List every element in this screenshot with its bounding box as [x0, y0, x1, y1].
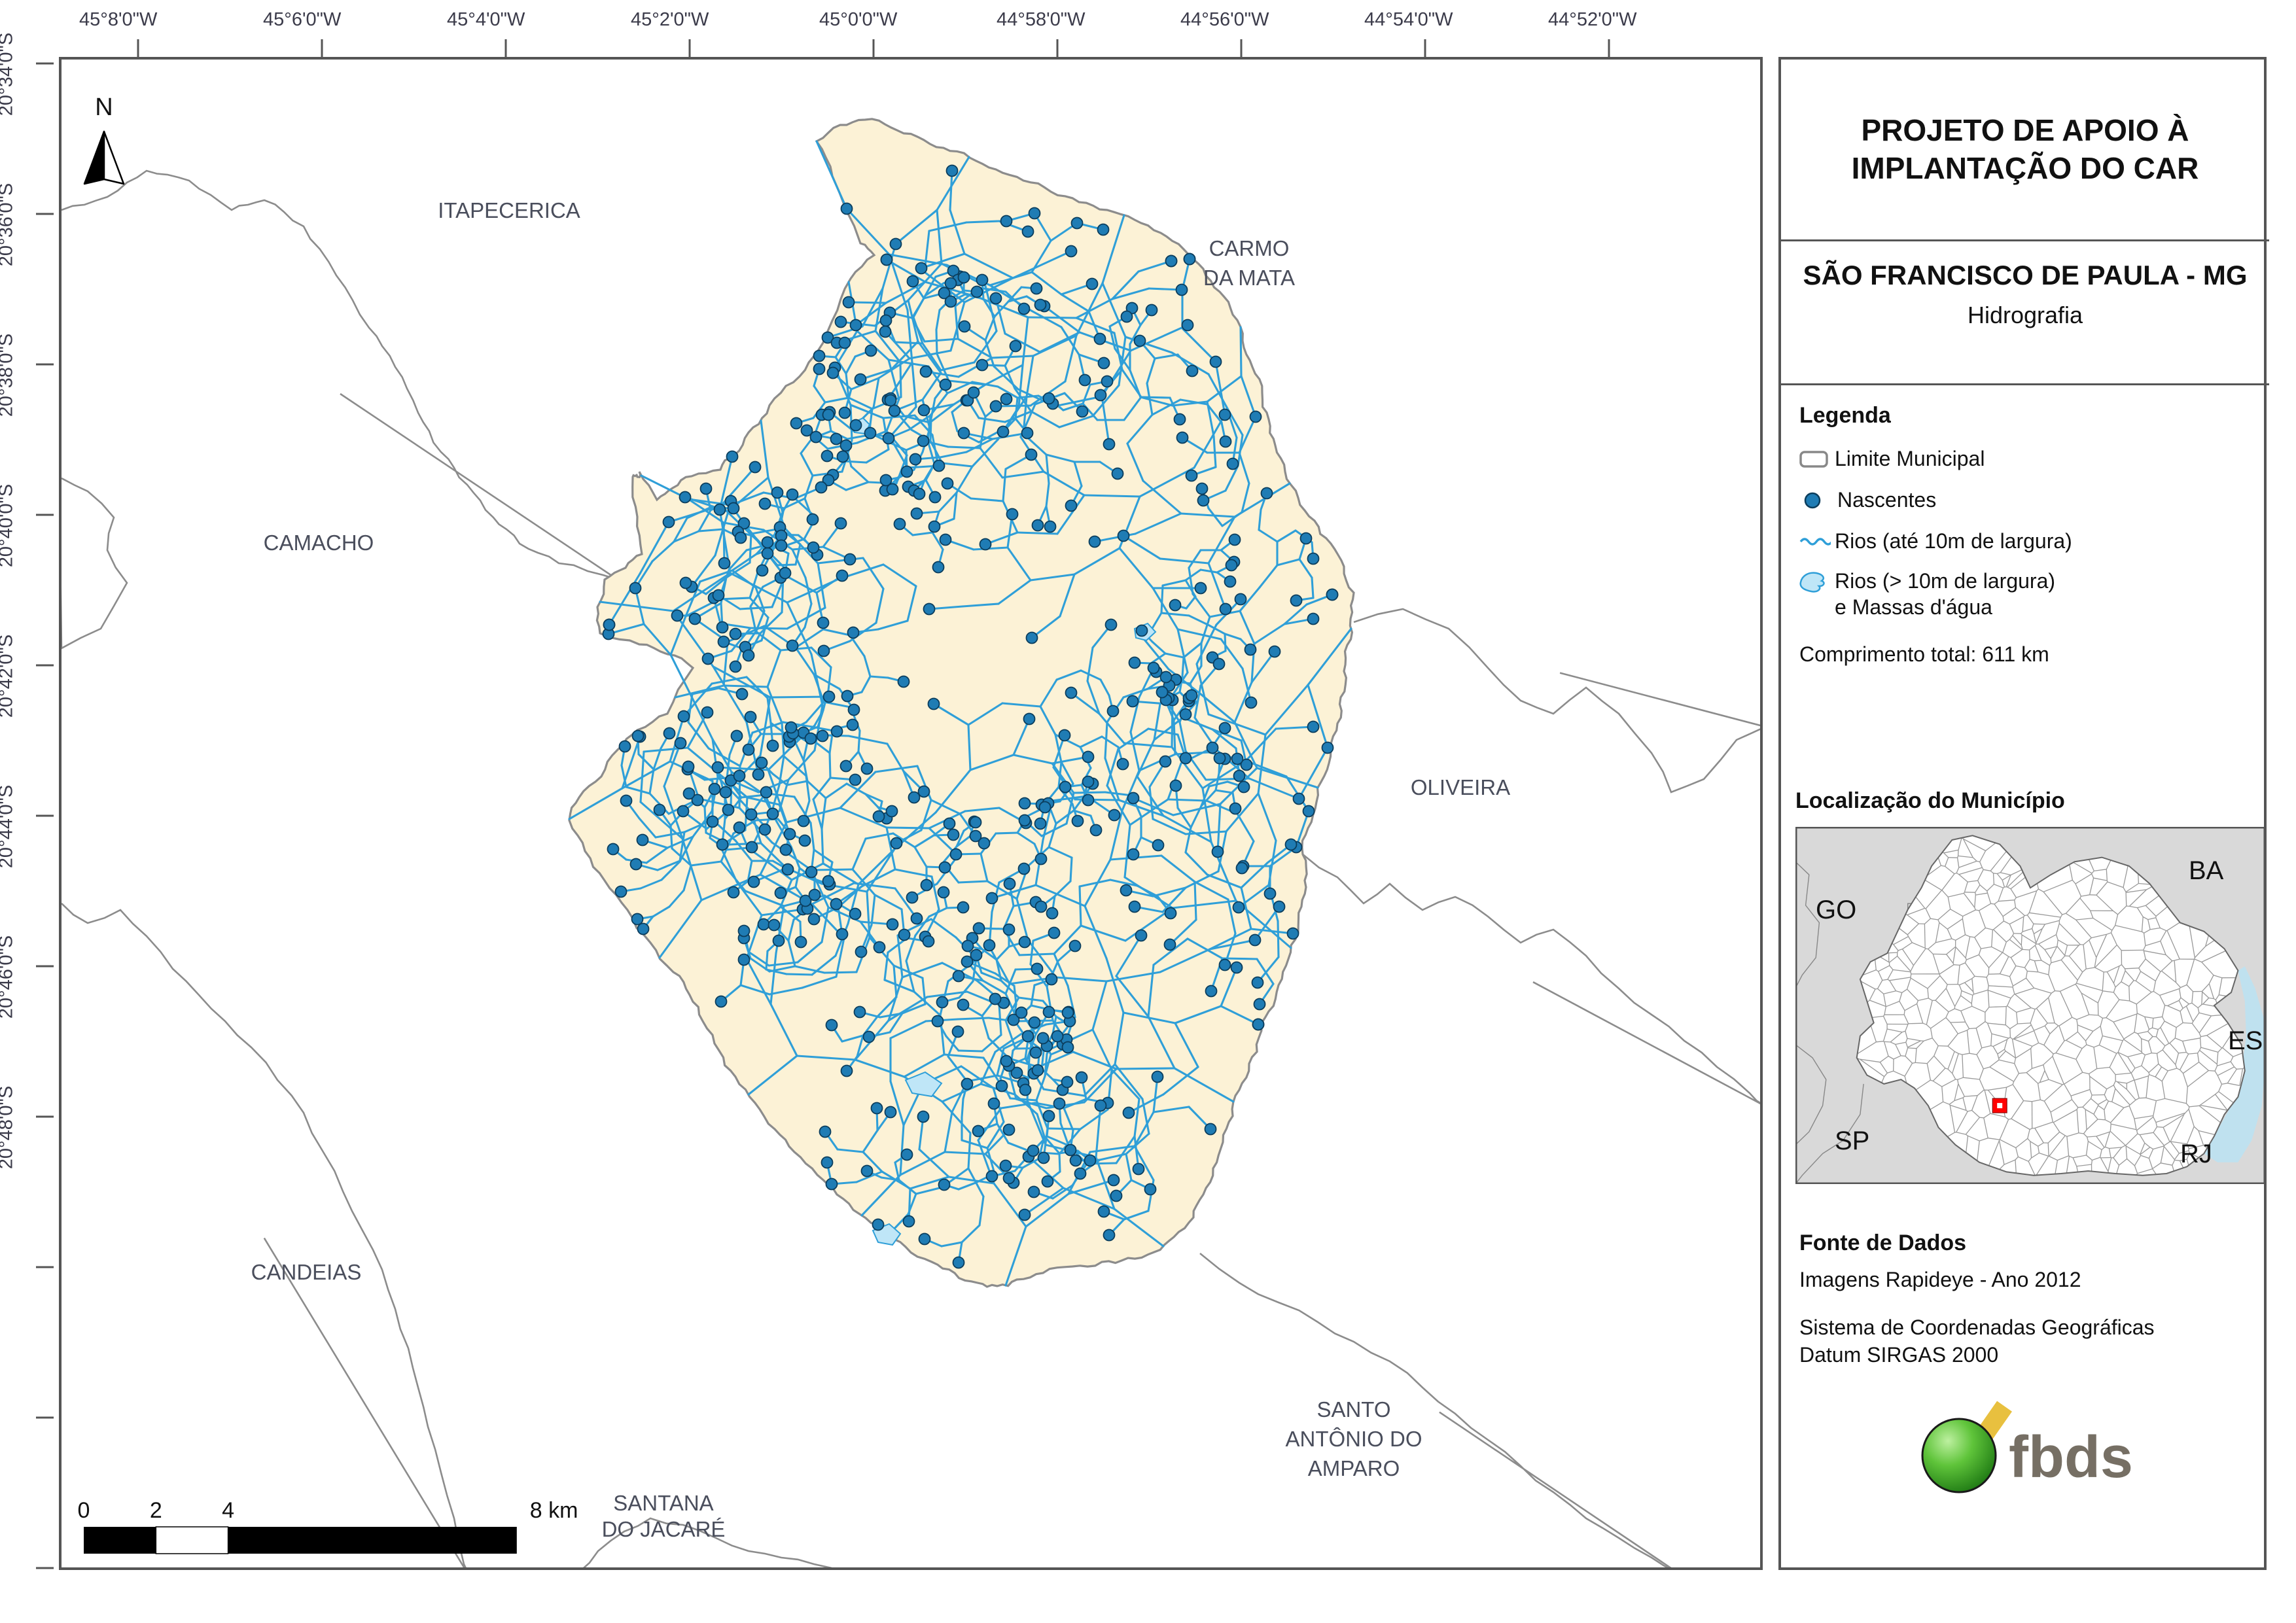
svg-text:BA: BA	[2189, 856, 2224, 885]
svg-text:4: 4	[222, 1498, 234, 1523]
svg-text:CAMACHO: CAMACHO	[264, 531, 374, 555]
svg-text:RJ: RJ	[2180, 1140, 2212, 1168]
svg-text:CARMO: CARMO	[1209, 236, 1290, 260]
svg-text:AMPARO: AMPARO	[1308, 1456, 1400, 1480]
svg-text:ITAPECERICA: ITAPECERICA	[438, 198, 580, 222]
svg-text:SP: SP	[1835, 1126, 1869, 1155]
svg-text:DO JACARÉ: DO JACARÉ	[602, 1517, 726, 1541]
svg-text:OLIVEIRA: OLIVEIRA	[1411, 775, 1510, 799]
svg-text:2: 2	[150, 1498, 162, 1523]
svg-text:DA MATA: DA MATA	[1203, 266, 1295, 290]
svg-text:SANTO: SANTO	[1316, 1397, 1390, 1422]
svg-text:ANTÔNIO DO: ANTÔNIO DO	[1285, 1427, 1422, 1451]
svg-text:0: 0	[78, 1498, 90, 1523]
svg-text:CANDEIAS: CANDEIAS	[251, 1260, 362, 1284]
svg-text:SANTANA: SANTANA	[613, 1491, 713, 1515]
svg-text:ES: ES	[2228, 1026, 2263, 1055]
svg-text:8 km: 8 km	[530, 1498, 578, 1523]
svg-text:GO: GO	[1816, 896, 1856, 924]
svg-text:N: N	[95, 94, 113, 121]
svg-text:fbds: fbds	[2009, 1425, 2133, 1490]
